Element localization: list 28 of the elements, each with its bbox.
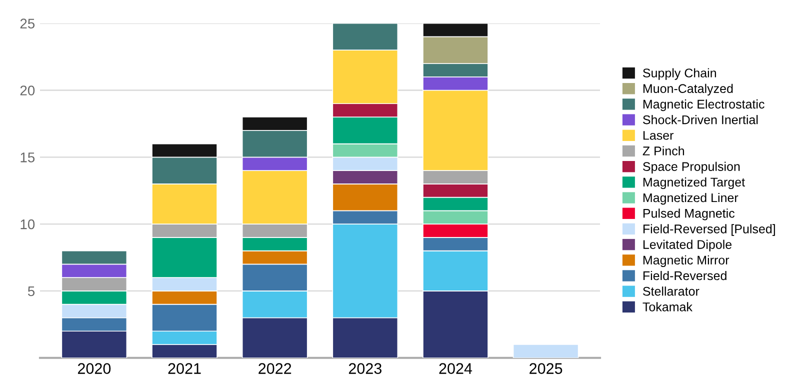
x-tick-label: 2025 (530, 363, 562, 374)
legend-label: Space Propulsion (643, 162, 740, 174)
legend-label: Z Pinch (642, 146, 684, 156)
y-tick-label: 15 (20, 152, 35, 162)
legend-label: Tokamak (642, 302, 692, 312)
x-tick-label: 2024 (439, 363, 472, 374)
bar (512, 344, 579, 358)
legend-label: Supply Chain (643, 68, 716, 80)
legend-label: Laser (643, 131, 674, 140)
y-tick-label: 20 (20, 86, 35, 96)
legend-label: Field-Reversed [Pulsed] (643, 224, 775, 236)
x-tick-label: 2020 (78, 363, 111, 374)
legend-label: Magnetic Mirror (643, 255, 730, 268)
x-tick-label: 2023 (348, 363, 382, 374)
y-tick-label: 25 (20, 18, 35, 29)
legend-label: Levitated Dipole (643, 240, 732, 252)
legend-label: Field-Reversed (643, 270, 726, 280)
legend-label: Pulsed Magnetic (643, 208, 735, 220)
y-tick-label: 5 (28, 286, 35, 296)
legend-label: Magnetized Liner (643, 192, 738, 205)
y-tick-label: 10 (20, 219, 35, 230)
legend-label: Shock-Driven Inertial (643, 115, 758, 124)
legend-label: Stellarator (643, 286, 700, 296)
x-tick-label: 2021 (168, 363, 201, 374)
legend-label: Magnetized Target (643, 177, 745, 190)
legend-label: Magnetic Electrostatic (643, 99, 764, 112)
x-tick-label: 2022 (258, 363, 292, 374)
legend-label: Muon-Catalyzed (643, 84, 733, 96)
